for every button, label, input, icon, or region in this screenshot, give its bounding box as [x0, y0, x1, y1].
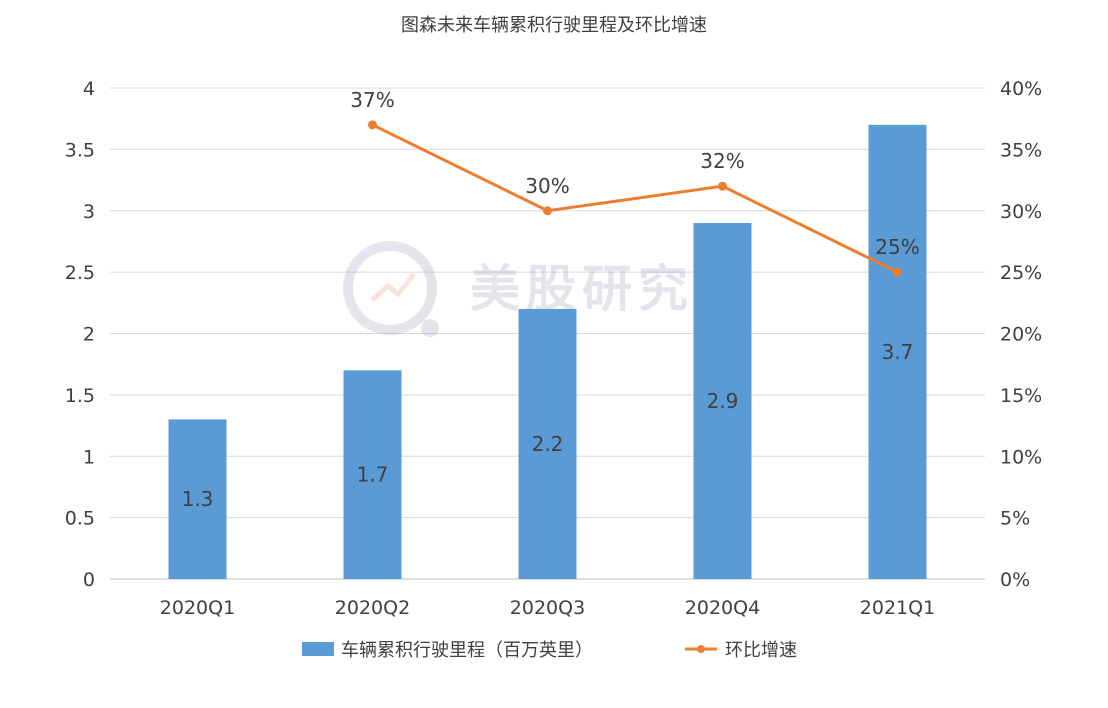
- bar-data-label: 1.3: [182, 487, 214, 511]
- watermark-arrow-icon: [370, 272, 416, 302]
- left-tick-label: 3.5: [65, 139, 95, 161]
- x-tick-label: 2020Q2: [335, 597, 410, 619]
- left-tick-label: 4: [83, 78, 95, 100]
- right-tick-label: 5%: [1000, 508, 1030, 530]
- bar-data-labels: 1.3 1.7 2.2 2.9 3.7: [182, 340, 914, 511]
- right-tick-label: 0%: [1000, 569, 1030, 591]
- bar: [168, 419, 227, 579]
- watermark-logo-dot: [421, 319, 439, 337]
- right-tick-label: 25%: [1000, 262, 1042, 284]
- right-tick-label: 15%: [1000, 385, 1042, 407]
- bar-data-label: 1.7: [357, 463, 389, 487]
- bar-data-label: 2.9: [707, 389, 739, 413]
- line-point: [718, 181, 727, 191]
- right-tick-label: 20%: [1000, 324, 1042, 346]
- bar-series: [168, 124, 927, 579]
- bar-data-label: 2.2: [532, 432, 564, 456]
- left-tick-label: 2: [83, 324, 95, 346]
- x-tick-label: 2021Q1: [860, 597, 935, 619]
- x-axis: 2020Q1 2020Q2 2020Q3 2020Q4 2021Q1: [160, 597, 935, 619]
- bar: [518, 308, 577, 579]
- watermark-logo-icon: [343, 241, 437, 335]
- left-tick-label: 0: [83, 569, 95, 591]
- left-tick-label: 3: [83, 201, 95, 223]
- legend-bar-swatch: [302, 642, 334, 656]
- chart-title: 图森未来车辆累积行驶里程及环比增速: [401, 15, 707, 36]
- line-data-label: 30%: [525, 174, 569, 198]
- legend-line-label: 环比增速: [725, 640, 797, 661]
- bar: [343, 370, 402, 579]
- right-axis: 0% 5% 10% 15% 20% 25% 30% 35% 40%: [1000, 78, 1042, 591]
- x-tick-label: 2020Q4: [685, 597, 760, 619]
- line-point: [368, 120, 377, 130]
- right-tick-label: 35%: [1000, 139, 1042, 161]
- left-tick-label: 0.5: [65, 508, 95, 530]
- right-tick-label: 10%: [1000, 446, 1042, 468]
- line-data-labels: 37% 30% 32% 25%: [350, 88, 919, 259]
- bar: [693, 223, 752, 579]
- legend: 车辆累积行驶里程（百万英里） 环比增速: [302, 640, 797, 661]
- line-data-label: 25%: [875, 235, 919, 259]
- line-path: [371, 123, 899, 274]
- left-tick-label: 1: [83, 446, 95, 468]
- line-point: [543, 206, 552, 216]
- x-tick-label: 2020Q3: [510, 597, 585, 619]
- legend-bar-label: 车辆累积行驶里程（百万英里）: [341, 640, 593, 661]
- line-data-label: 32%: [700, 149, 744, 173]
- right-tick-label: 40%: [1000, 78, 1042, 100]
- line-data-label: 37%: [350, 88, 394, 112]
- left-axis: 0 0.5 1 1.5 2 2.5 3 3.5 4: [65, 78, 95, 591]
- left-tick-label: 1.5: [65, 385, 95, 407]
- line-point: [893, 267, 902, 277]
- left-tick-label: 2.5: [65, 262, 95, 284]
- legend-line-marker: [697, 645, 705, 653]
- bar-data-label: 3.7: [882, 340, 914, 364]
- line-series: [368, 120, 902, 277]
- right-tick-label: 30%: [1000, 201, 1042, 223]
- bar: [868, 124, 927, 579]
- x-tick-label: 2020Q1: [160, 597, 235, 619]
